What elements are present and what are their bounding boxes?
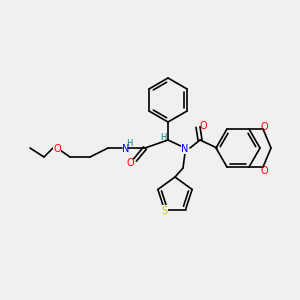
Text: N: N bbox=[122, 144, 130, 154]
Text: O: O bbox=[53, 144, 61, 154]
Text: O: O bbox=[199, 121, 207, 131]
Text: S: S bbox=[161, 206, 167, 216]
Text: O: O bbox=[126, 158, 134, 168]
Text: H: H bbox=[160, 134, 166, 142]
Text: O: O bbox=[260, 166, 268, 176]
Text: H: H bbox=[126, 140, 132, 148]
Text: N: N bbox=[181, 144, 189, 154]
Text: O: O bbox=[260, 122, 268, 132]
